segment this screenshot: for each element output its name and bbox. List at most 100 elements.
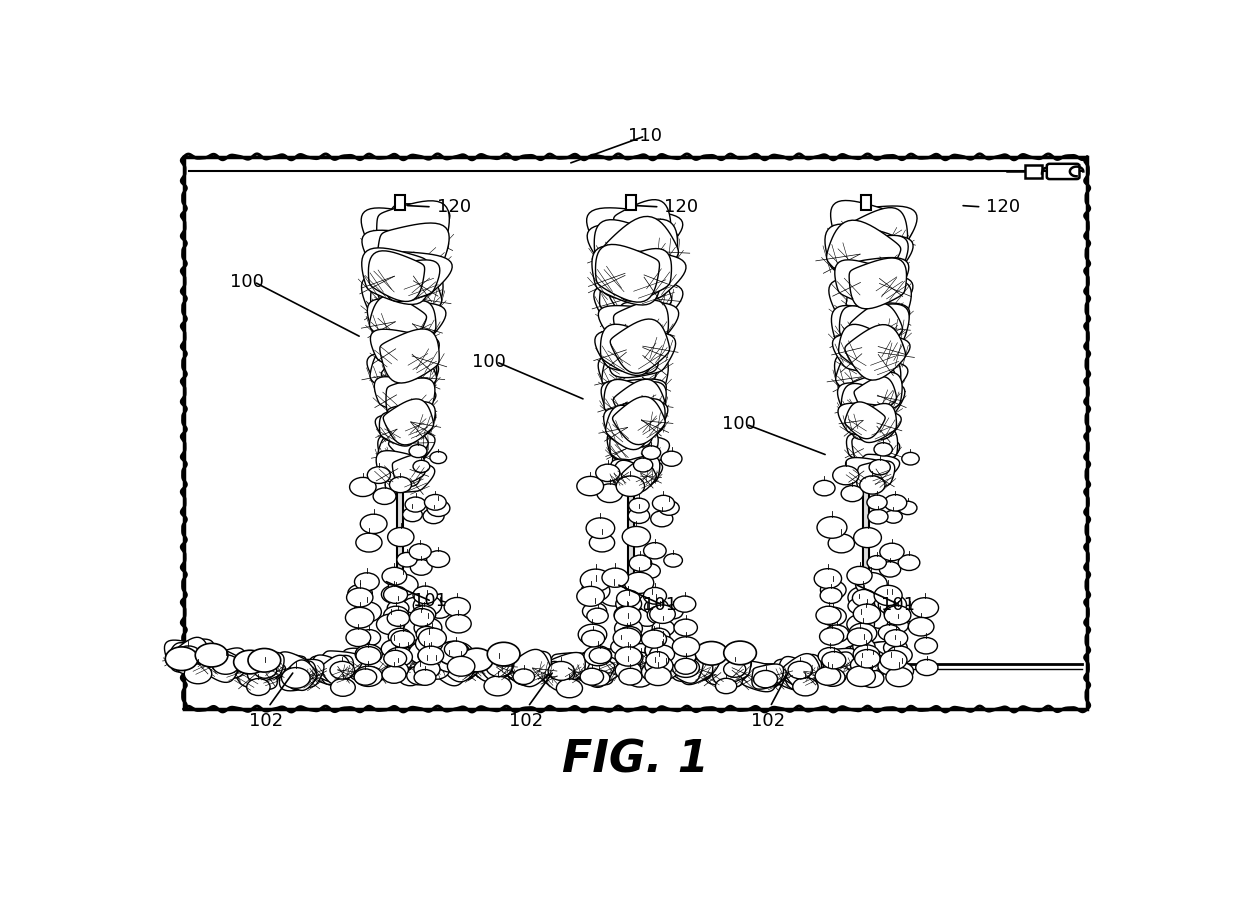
Circle shape bbox=[444, 597, 470, 616]
Polygon shape bbox=[510, 649, 551, 686]
Circle shape bbox=[854, 649, 880, 668]
Circle shape bbox=[248, 649, 280, 672]
Polygon shape bbox=[853, 326, 899, 367]
Polygon shape bbox=[387, 386, 436, 415]
Circle shape bbox=[356, 533, 382, 552]
Circle shape bbox=[382, 567, 407, 585]
Circle shape bbox=[615, 647, 642, 666]
Circle shape bbox=[384, 650, 407, 667]
Polygon shape bbox=[844, 402, 885, 438]
Circle shape bbox=[867, 556, 887, 569]
Polygon shape bbox=[381, 272, 443, 324]
Polygon shape bbox=[614, 199, 671, 252]
Circle shape bbox=[645, 639, 677, 662]
Circle shape bbox=[821, 581, 846, 599]
Circle shape bbox=[651, 511, 673, 527]
Circle shape bbox=[583, 603, 606, 620]
Circle shape bbox=[645, 667, 671, 686]
Circle shape bbox=[641, 662, 668, 682]
Polygon shape bbox=[608, 430, 650, 465]
Polygon shape bbox=[631, 644, 670, 679]
Polygon shape bbox=[392, 435, 427, 465]
Circle shape bbox=[599, 584, 629, 606]
Polygon shape bbox=[386, 260, 440, 301]
Circle shape bbox=[661, 451, 682, 466]
Circle shape bbox=[413, 586, 438, 603]
Circle shape bbox=[901, 453, 919, 465]
Polygon shape bbox=[543, 661, 575, 691]
Circle shape bbox=[825, 625, 848, 642]
Circle shape bbox=[884, 494, 906, 511]
Circle shape bbox=[430, 452, 446, 464]
Polygon shape bbox=[285, 661, 316, 689]
Polygon shape bbox=[175, 638, 210, 669]
Text: 102: 102 bbox=[508, 712, 543, 730]
Circle shape bbox=[386, 648, 413, 667]
Circle shape bbox=[460, 649, 494, 672]
Polygon shape bbox=[846, 457, 883, 484]
Circle shape bbox=[817, 517, 847, 538]
Circle shape bbox=[383, 586, 408, 603]
Polygon shape bbox=[379, 302, 446, 343]
Polygon shape bbox=[397, 641, 434, 675]
Polygon shape bbox=[854, 641, 895, 675]
Circle shape bbox=[619, 668, 642, 685]
Polygon shape bbox=[247, 652, 284, 682]
Polygon shape bbox=[233, 659, 278, 689]
Circle shape bbox=[382, 585, 405, 603]
Circle shape bbox=[382, 666, 405, 684]
Circle shape bbox=[652, 620, 675, 636]
Circle shape bbox=[874, 594, 899, 612]
Circle shape bbox=[813, 481, 835, 496]
Circle shape bbox=[867, 495, 887, 510]
Circle shape bbox=[715, 678, 737, 694]
Polygon shape bbox=[212, 648, 246, 677]
Polygon shape bbox=[843, 646, 885, 676]
Polygon shape bbox=[608, 211, 683, 256]
Circle shape bbox=[587, 608, 609, 623]
Circle shape bbox=[412, 606, 435, 623]
Polygon shape bbox=[379, 412, 417, 446]
Circle shape bbox=[446, 614, 471, 633]
Polygon shape bbox=[832, 334, 892, 373]
Polygon shape bbox=[438, 643, 480, 682]
Circle shape bbox=[418, 628, 446, 649]
Polygon shape bbox=[320, 655, 352, 685]
Polygon shape bbox=[844, 276, 913, 318]
Polygon shape bbox=[857, 461, 895, 492]
Polygon shape bbox=[782, 655, 822, 689]
Polygon shape bbox=[386, 378, 435, 419]
Polygon shape bbox=[852, 411, 901, 440]
Circle shape bbox=[754, 670, 777, 688]
Circle shape bbox=[613, 628, 641, 648]
Circle shape bbox=[833, 465, 859, 484]
Circle shape bbox=[165, 647, 198, 670]
Polygon shape bbox=[616, 274, 667, 320]
Circle shape bbox=[650, 644, 677, 663]
Polygon shape bbox=[847, 303, 910, 344]
Polygon shape bbox=[619, 649, 661, 681]
Circle shape bbox=[879, 562, 900, 577]
Circle shape bbox=[377, 614, 404, 635]
Polygon shape bbox=[846, 281, 911, 334]
Bar bbox=[397, 209, 403, 681]
Polygon shape bbox=[615, 401, 668, 437]
Polygon shape bbox=[573, 657, 614, 685]
Circle shape bbox=[405, 497, 425, 512]
Polygon shape bbox=[613, 397, 665, 445]
Text: 102: 102 bbox=[249, 712, 283, 730]
Polygon shape bbox=[606, 219, 677, 282]
Circle shape bbox=[887, 618, 909, 633]
Polygon shape bbox=[470, 653, 502, 680]
Circle shape bbox=[867, 611, 893, 629]
Circle shape bbox=[887, 646, 913, 664]
Bar bbox=[396, 195, 404, 210]
Circle shape bbox=[409, 445, 427, 457]
Circle shape bbox=[696, 641, 728, 665]
Polygon shape bbox=[600, 324, 657, 375]
Circle shape bbox=[428, 601, 451, 618]
Polygon shape bbox=[312, 655, 342, 682]
Polygon shape bbox=[384, 282, 441, 319]
Polygon shape bbox=[827, 220, 900, 288]
Circle shape bbox=[847, 566, 872, 584]
